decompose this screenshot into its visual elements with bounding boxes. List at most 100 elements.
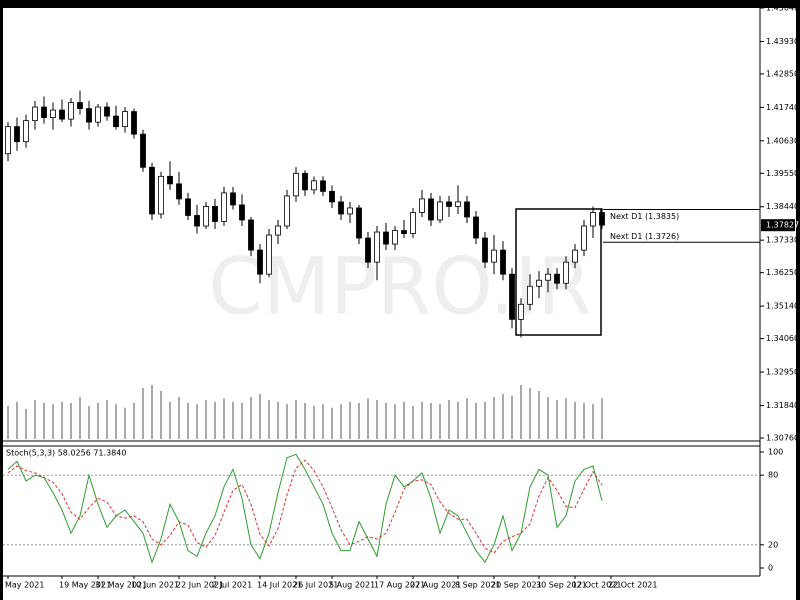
candle-body xyxy=(32,106,38,122)
candle-body xyxy=(410,212,416,234)
candle-body xyxy=(122,111,128,128)
x-tick-label: 2 Jul 2021 xyxy=(212,581,252,590)
stoch-label: Stoch(5,3,3) 58.0256 71.3840 xyxy=(6,449,126,458)
x-tick-label: 20 Sep 2021 xyxy=(491,581,542,590)
top-frame xyxy=(0,0,800,8)
candle-body xyxy=(293,172,299,197)
candle-body xyxy=(50,109,56,119)
candle-body xyxy=(23,120,29,143)
candle-body xyxy=(221,192,227,222)
candle-body xyxy=(59,109,65,120)
candle-body xyxy=(104,106,110,117)
candle-body xyxy=(473,216,479,239)
candle-body xyxy=(383,231,389,245)
candle-body xyxy=(419,198,425,213)
stoch-tick-label: 100 xyxy=(768,448,783,457)
stoch-tick-label: 80 xyxy=(768,471,778,480)
candle-body xyxy=(167,175,173,185)
candle-body xyxy=(284,195,290,227)
candle-body xyxy=(572,249,578,263)
y-tick-label: 1.35140 xyxy=(766,302,799,311)
candle-body xyxy=(455,201,461,207)
left-frame xyxy=(0,0,3,600)
candle-body xyxy=(563,261,569,284)
candle-body xyxy=(320,180,326,192)
y-tick-label: 1.30760 xyxy=(766,434,799,443)
candle-body xyxy=(401,230,407,234)
right-frame xyxy=(796,0,800,600)
stoch-tick-label: 0 xyxy=(768,564,773,573)
x-tick-label: 22 Oct 2021 xyxy=(608,581,657,590)
x-tick-label: May 2021 xyxy=(5,581,44,590)
candle-body xyxy=(140,133,146,168)
candle-body xyxy=(95,106,101,123)
x-tick-label: 14 Jul 2021 xyxy=(257,581,302,590)
x-tick-label: 31 May 2021 xyxy=(95,581,147,590)
stoch-tick-label: 20 xyxy=(768,540,778,549)
x-tick-label: 12 Oct 2021 xyxy=(572,581,621,590)
candle-body xyxy=(356,207,362,239)
candle-body xyxy=(185,198,191,216)
candle-body xyxy=(428,198,434,221)
candle-body xyxy=(491,249,497,263)
candle-body xyxy=(86,108,92,123)
price-tag-label: 1.37827 xyxy=(766,221,799,230)
x-tick-label: 27 Aug 2021 xyxy=(410,581,461,590)
y-tick-label: 1.45040 xyxy=(766,4,799,13)
x-tick-label: 5 Aug 2021 xyxy=(329,581,375,590)
highlight-box xyxy=(515,208,602,336)
candle-body xyxy=(518,303,524,320)
x-tick-label: 17 Aug 2021 xyxy=(374,581,425,590)
candle-body xyxy=(131,111,137,135)
candle-body xyxy=(14,126,20,143)
candle-body xyxy=(446,201,452,207)
y-tick-label: 1.37330 xyxy=(766,236,799,245)
candle-body xyxy=(77,102,83,109)
candle-body xyxy=(203,206,209,227)
candle-body xyxy=(302,172,308,191)
candle-body xyxy=(527,285,533,305)
y-tick-label: 1.31840 xyxy=(766,401,799,410)
candle-body xyxy=(590,212,596,227)
y-tick-label: 1.40630 xyxy=(766,136,799,145)
candle-body xyxy=(581,225,587,251)
candle-body xyxy=(329,190,335,203)
candle-body xyxy=(5,126,11,155)
y-tick-label: 1.36250 xyxy=(766,268,799,277)
candle-body xyxy=(338,201,344,215)
candle-body xyxy=(248,219,254,251)
candle-body xyxy=(500,249,506,275)
candle-body xyxy=(482,237,488,263)
level-label: Next D1 (1.3726) xyxy=(610,232,679,241)
y-tick-label: 1.39550 xyxy=(766,169,799,178)
candle-body xyxy=(392,230,398,245)
candle-body xyxy=(599,212,605,226)
x-tick-label: 30 Sep 2021 xyxy=(536,581,587,590)
candle-body xyxy=(230,192,236,206)
candle-body xyxy=(149,166,155,215)
y-tick-label: 1.43930 xyxy=(766,37,799,46)
x-tick-label: 22 Jun 2021 xyxy=(176,581,224,590)
candle-body xyxy=(311,180,317,191)
y-tick-label: 1.34060 xyxy=(766,334,799,343)
candle-body xyxy=(194,215,200,227)
y-tick-label: 1.32950 xyxy=(766,368,799,377)
candle-body xyxy=(239,204,245,221)
candle-body xyxy=(266,234,272,275)
level-label: Next D1 (1.3835) xyxy=(610,212,679,221)
candle-body xyxy=(464,201,470,218)
candle-body xyxy=(176,183,182,200)
watermark: CMPRO.IR xyxy=(208,242,591,332)
candle-body xyxy=(212,206,218,222)
candle-body xyxy=(554,273,560,284)
candle-body xyxy=(257,249,263,275)
price-tag xyxy=(761,219,795,232)
candle-body xyxy=(68,102,74,120)
candle-body xyxy=(365,237,371,263)
x-tick-label: 19 May 2021 xyxy=(59,581,111,590)
candle-body xyxy=(536,279,542,287)
x-tick-label: 8 Sep 2021 xyxy=(455,581,501,590)
candle-body xyxy=(113,115,119,128)
